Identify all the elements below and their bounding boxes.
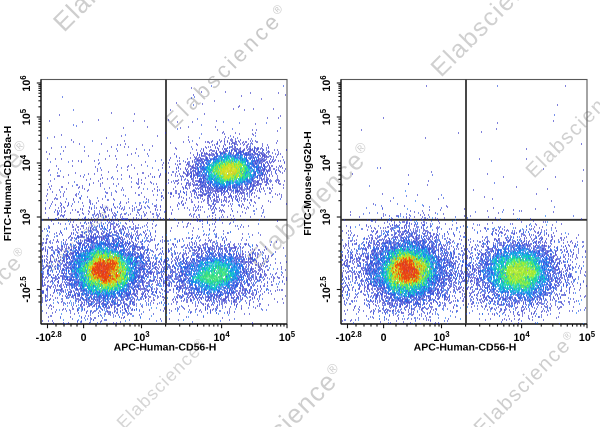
svg-text:FITC-Human-CD158a-H: FITC-Human-CD158a-H [2, 126, 14, 242]
svg-text:FITC-Mouse-IgG2b-H: FITC-Mouse-IgG2b-H [302, 131, 314, 235]
svg-text:APC-Human-CD56-H: APC-Human-CD56-H [114, 342, 217, 354]
svg-text:APC-Human-CD56-H: APC-Human-CD56-H [414, 342, 517, 354]
svg-text:0: 0 [81, 332, 87, 344]
svg-text:0: 0 [381, 332, 387, 344]
